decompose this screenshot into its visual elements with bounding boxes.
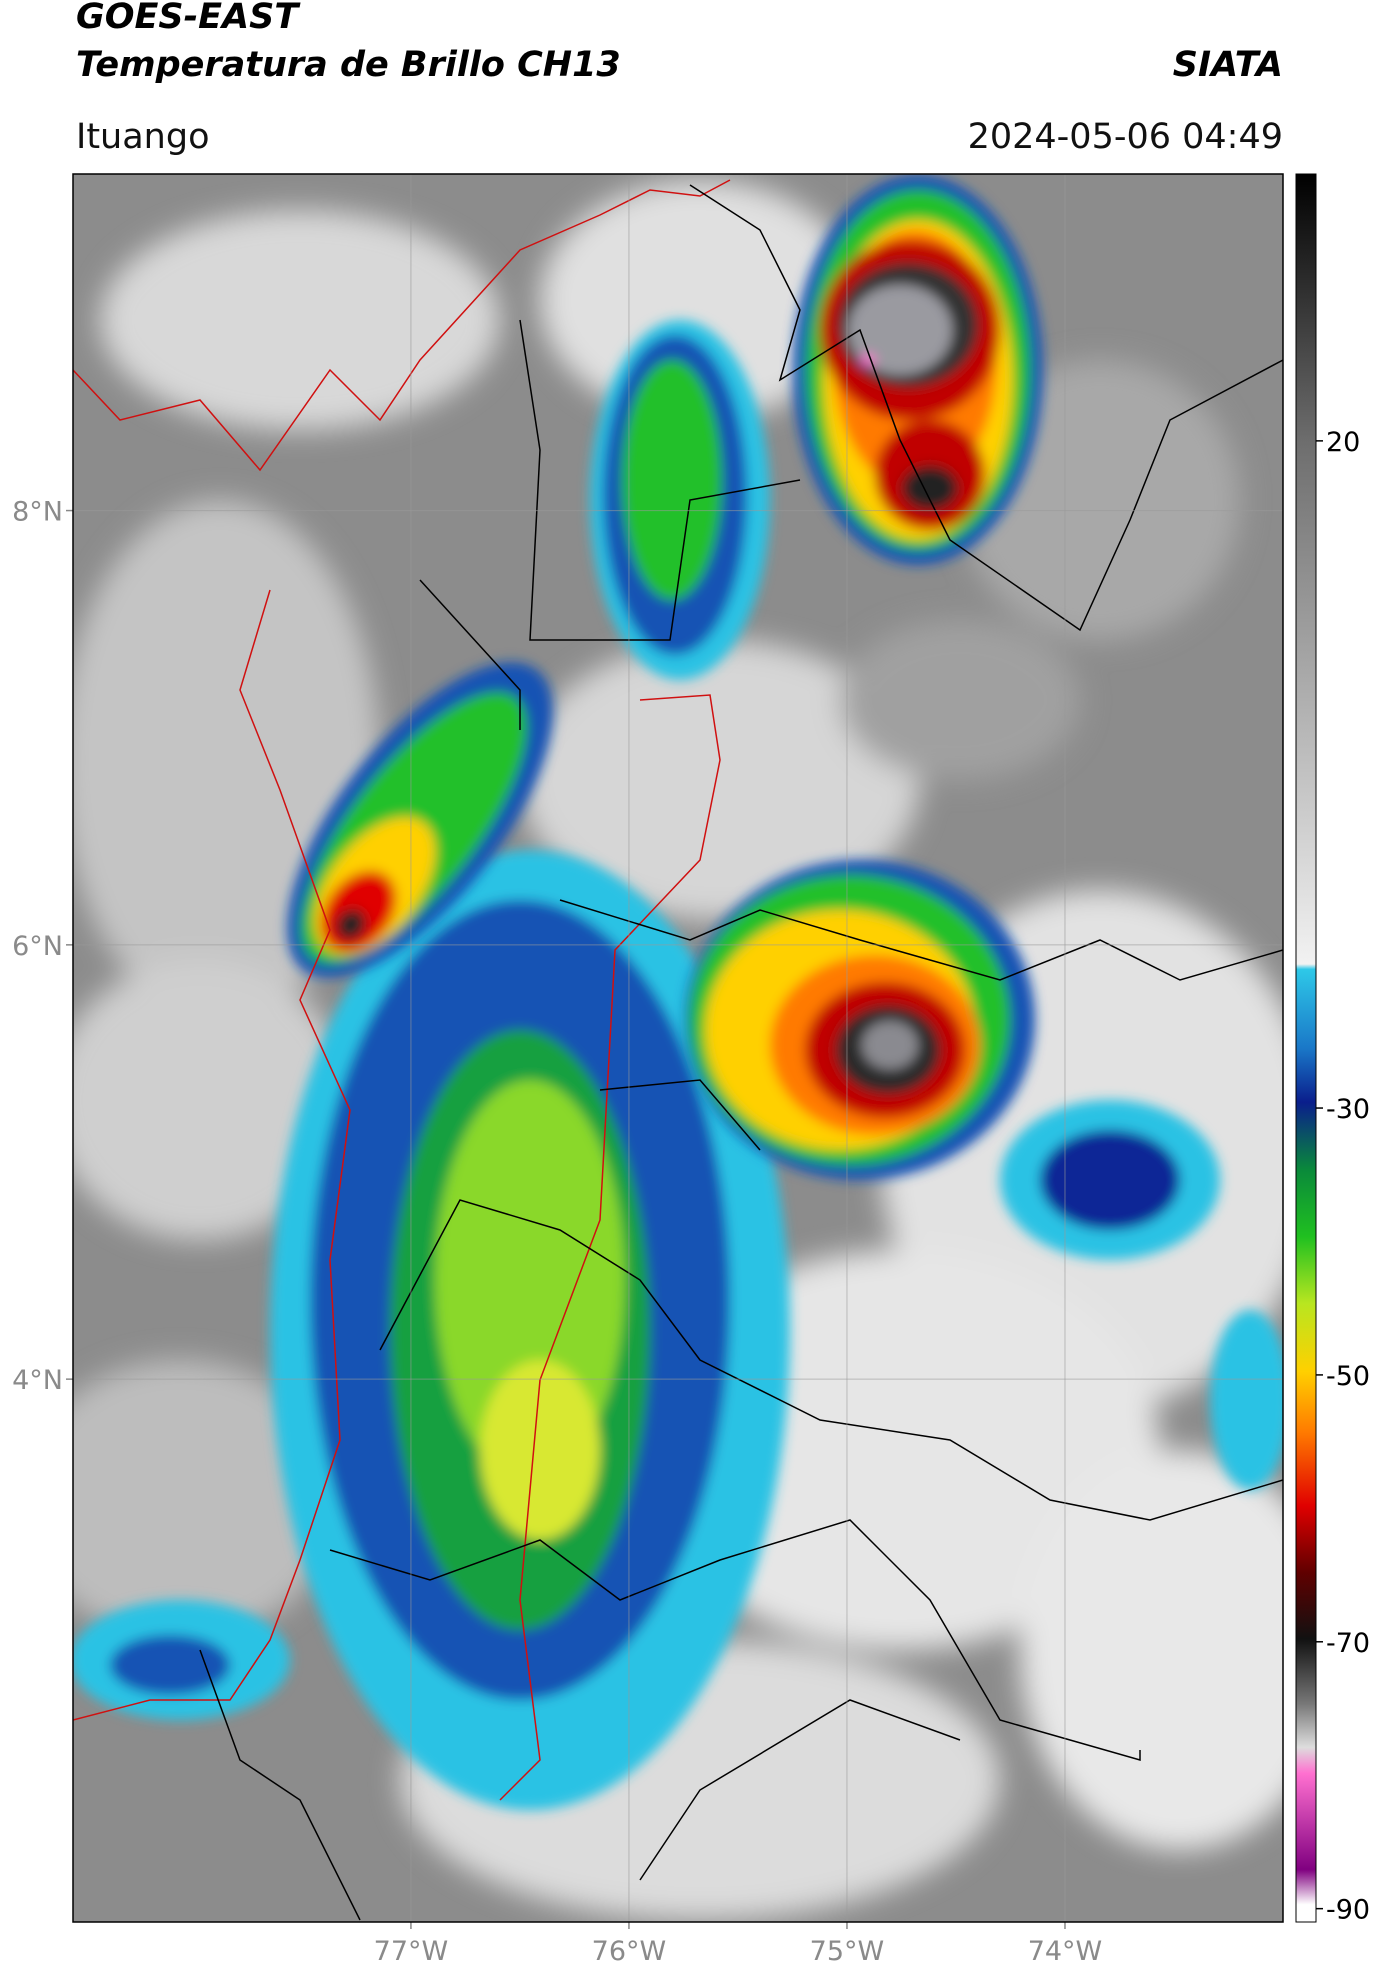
lon-tick-label: 77°W [374, 1936, 449, 1967]
location: Ituango [76, 117, 210, 157]
colorbar-tick-label: -90 [1326, 1895, 1370, 1926]
colorbar-tick-label: 20 [1326, 427, 1360, 458]
lat-tick-label: 4°N [12, 1365, 63, 1396]
colorbar-tick-label: -30 [1326, 1094, 1370, 1125]
lat-tick-label: 6°N [12, 931, 63, 962]
datetime: 2024-05-06 04:49 [968, 117, 1283, 157]
title: GOES-EAST [76, 0, 301, 37]
lon-tick-label: 75°W [810, 1936, 885, 1967]
colorbar-ticks: 20 -30 -50 -70 -90 [1316, 427, 1370, 1926]
lon-tick-label: 74°W [1028, 1936, 1103, 1967]
graticule: 8°N 6°N 4°N 77°W 76°W 75°W 74°W [12, 174, 1283, 1967]
lat-tick-label: 8°N [12, 497, 63, 528]
colorbar-tick-label: -50 [1326, 1361, 1370, 1392]
colorbar [1295, 173, 1317, 1923]
source: SIATA [1173, 45, 1283, 85]
subtitle: Temperatura de Brillo CH13 [76, 45, 621, 85]
lon-tick-label: 76°W [592, 1936, 667, 1967]
colorbar-tick-label: -70 [1326, 1628, 1370, 1659]
satellite-image [73, 174, 1283, 1922]
map-frame [72, 173, 1284, 1923]
